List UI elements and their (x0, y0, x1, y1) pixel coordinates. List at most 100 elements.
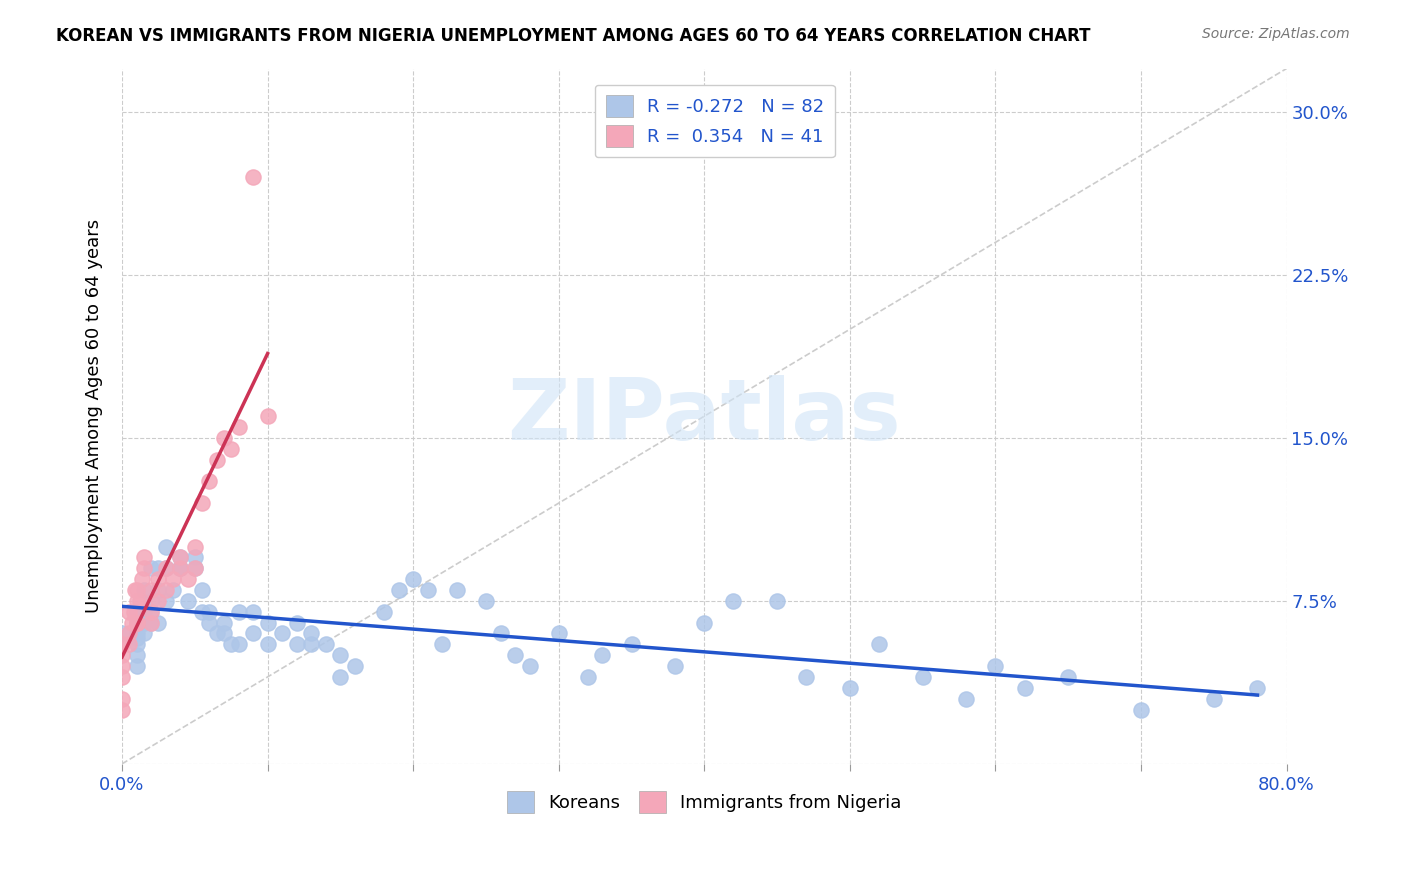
Point (1246, 681, 1268, 695)
Y-axis label: Unemployment Among Ages 60 to 64 years: Unemployment Among Ages 60 to 64 years (86, 219, 103, 613)
Point (125, 615, 148, 630)
Point (198, 605, 221, 619)
Point (228, 420, 250, 434)
Point (184, 561, 207, 575)
Point (155, 540, 177, 554)
Point (125, 659, 148, 673)
Point (489, 626, 512, 640)
Point (124, 582, 146, 597)
Point (191, 605, 214, 619)
Point (228, 605, 250, 619)
Point (228, 637, 250, 651)
Point (198, 615, 221, 630)
Point (955, 691, 977, 706)
Point (402, 572, 425, 586)
Point (125, 615, 148, 630)
Point (205, 452, 228, 467)
Point (205, 626, 228, 640)
Legend: Koreans, Immigrants from Nigeria: Koreans, Immigrants from Nigeria (496, 780, 912, 824)
Point (111, 670, 134, 684)
Point (432, 637, 454, 651)
Point (475, 594, 498, 608)
Point (125, 648, 148, 663)
Point (184, 550, 207, 565)
Text: KOREAN VS IMMIGRANTS FROM NIGERIA UNEMPLOYMENT AMONG AGES 60 TO 64 YEARS CORRELA: KOREAN VS IMMIGRANTS FROM NIGERIA UNEMPL… (56, 27, 1091, 45)
Point (664, 659, 686, 673)
Point (169, 561, 191, 575)
Point (155, 561, 177, 575)
Point (184, 540, 207, 554)
Point (141, 605, 163, 619)
Point (111, 659, 134, 673)
Point (242, 170, 264, 185)
Point (446, 582, 468, 597)
Point (132, 626, 155, 640)
Point (118, 626, 141, 640)
Point (132, 615, 155, 630)
Point (299, 626, 322, 640)
Point (519, 659, 541, 673)
Point (547, 626, 569, 640)
Point (111, 626, 134, 640)
Point (191, 496, 214, 510)
Point (1130, 702, 1153, 716)
Point (128, 594, 150, 608)
Point (1057, 670, 1080, 684)
Point (219, 637, 242, 651)
Point (285, 615, 308, 630)
Point (169, 550, 191, 565)
Point (620, 637, 643, 651)
Point (184, 561, 207, 575)
Point (723, 594, 745, 608)
Point (1202, 691, 1225, 706)
Point (125, 594, 148, 608)
Point (242, 605, 264, 619)
Point (125, 631, 148, 645)
Point (794, 670, 817, 684)
Point (169, 561, 191, 575)
Point (132, 561, 155, 575)
Point (591, 648, 613, 663)
Point (125, 605, 148, 619)
Point (141, 561, 163, 575)
Point (111, 702, 134, 716)
Point (141, 594, 163, 608)
Point (169, 550, 191, 565)
Point (162, 582, 184, 597)
Point (1014, 681, 1036, 695)
Point (125, 637, 148, 651)
Point (271, 626, 294, 640)
Point (148, 615, 170, 630)
Point (132, 550, 155, 565)
Point (118, 637, 141, 651)
Point (169, 561, 191, 575)
Point (148, 594, 170, 608)
Point (576, 670, 599, 684)
Point (256, 409, 278, 424)
Point (132, 582, 155, 597)
Point (343, 659, 366, 673)
Point (155, 561, 177, 575)
Point (285, 637, 308, 651)
Point (212, 615, 235, 630)
Point (212, 431, 235, 445)
Point (125, 582, 148, 597)
Point (219, 442, 242, 456)
Point (118, 605, 141, 619)
Point (373, 605, 395, 619)
Point (111, 691, 134, 706)
Point (191, 582, 214, 597)
Point (212, 626, 235, 640)
Point (148, 572, 170, 586)
Point (388, 582, 411, 597)
Point (132, 605, 155, 619)
Point (125, 615, 148, 630)
Point (122, 605, 145, 619)
Point (911, 670, 934, 684)
Point (329, 648, 352, 663)
Point (503, 648, 526, 663)
Point (176, 572, 198, 586)
Point (256, 615, 278, 630)
Point (984, 659, 1007, 673)
Point (176, 594, 198, 608)
